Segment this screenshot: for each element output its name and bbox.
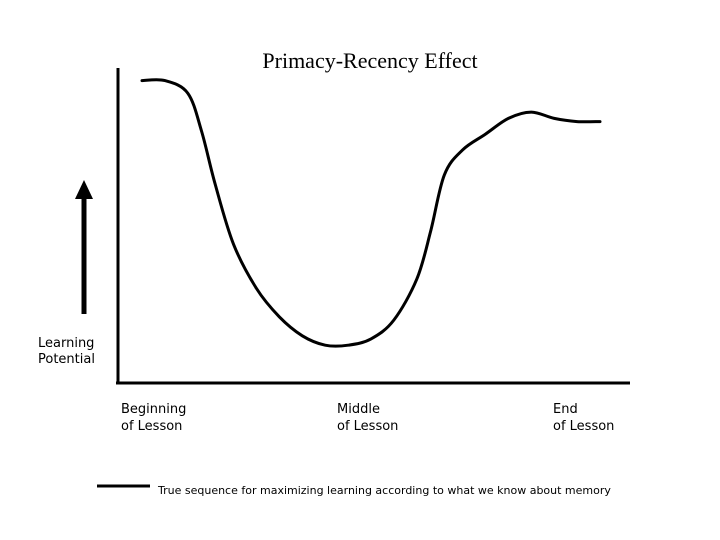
learning-curve-line (140, 78, 602, 348)
legend-text: True sequence for maximizing learning ac… (157, 484, 611, 497)
x-label-middle: Middle of Lesson (337, 402, 398, 434)
x-label-middle-line-1: Middle (337, 402, 380, 417)
x-label-end: End of Lesson (553, 402, 614, 434)
up-arrow-icon (75, 180, 93, 199)
x-label-beginning: Beginning of Lesson (121, 402, 191, 434)
y-axis-label-line-1: Learning (38, 336, 94, 351)
x-label-beginning-line-2: of Lesson (121, 419, 182, 434)
chart-title: Primacy-Recency Effect (262, 48, 477, 73)
x-label-end-line-2: of Lesson (553, 419, 614, 434)
y-axis-label-line-2: Potential (38, 352, 95, 367)
y-axis-label: Learning Potential (38, 336, 99, 367)
x-label-beginning-line-1: Beginning (121, 402, 186, 417)
x-label-end-line-1: End (553, 402, 578, 417)
x-label-middle-line-2: of Lesson (337, 419, 398, 434)
